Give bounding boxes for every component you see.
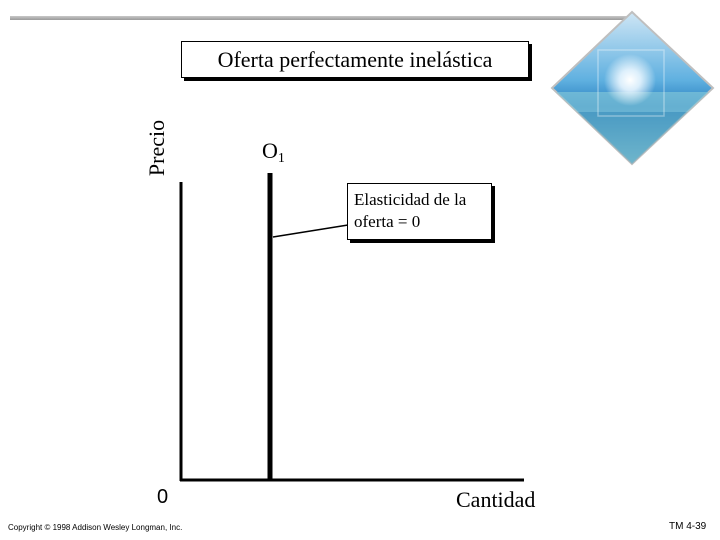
elasticity-annotation: Elasticidad de la oferta = 0	[347, 183, 492, 240]
top-rule	[10, 16, 638, 20]
chart-title: Oferta perfectamente inelástica	[181, 41, 529, 78]
copyright-text: Copyright © 1998 Addison Wesley Longman,…	[8, 523, 183, 532]
annotation-line-1: Elasticidad de la	[354, 190, 467, 209]
curve-label-letter: O	[262, 138, 278, 163]
curve-label-subscript: 1	[277, 151, 285, 166]
annotation-leader-line	[272, 224, 349, 238]
x-axis-label: Cantidad	[456, 487, 536, 512]
annotation-line-2: oferta = 0	[354, 212, 421, 231]
supply-curve-label: O1	[262, 138, 285, 172]
slide-number: TM 4-39	[669, 521, 707, 532]
origin-label: 0	[157, 486, 169, 508]
